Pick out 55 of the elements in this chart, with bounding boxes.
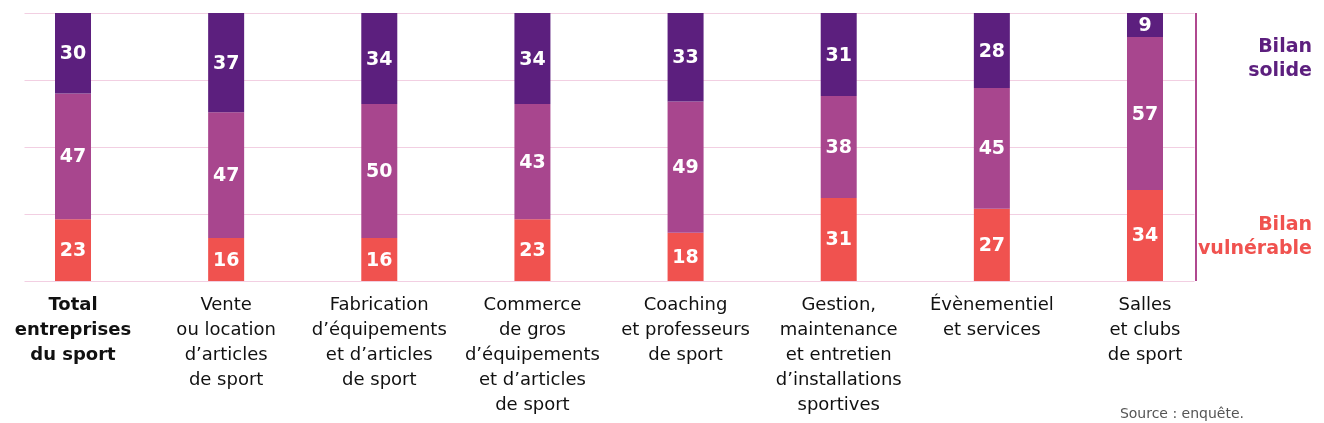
x-tick-label: Coaching et professeurs de sport (621, 292, 750, 364)
data-label: 38 (825, 135, 852, 157)
data-label: 37 (212, 50, 240, 73)
data-label: 57 (1131, 101, 1159, 124)
text: Bilan solide (1248, 33, 1312, 80)
bar (55, 13, 92, 94)
data-label: 18 (672, 244, 699, 267)
data-label: 31 (825, 42, 852, 65)
x-tick-label: Gestion, maintenance et entretien d’installations sportives (775, 292, 902, 414)
data-label: 34 (1131, 223, 1159, 246)
bar (820, 13, 857, 97)
bar (667, 101, 704, 233)
data-label: 50 (366, 159, 393, 182)
series-label: Bilan vulnérable (1197, 212, 1312, 259)
bar (973, 13, 1010, 89)
x-tick-label: Évènementiel et services (929, 292, 1054, 339)
x-tick-label: Commerce de gros d’équipements et d’articles de sport (464, 292, 600, 414)
data-label: 9 (1138, 13, 1152, 36)
bar (514, 219, 551, 281)
data-label: 23 (59, 238, 87, 261)
bar (973, 88, 1010, 209)
data-label: 34 (519, 46, 546, 69)
x-tick-label: Fabrication d’équipements et d’articles de sport (311, 292, 447, 389)
data-label: 23 (519, 238, 546, 261)
data-label: 47 (212, 163, 240, 186)
data-label: 16 (366, 247, 393, 270)
data-label: 43 (519, 149, 546, 172)
bar (55, 219, 92, 281)
data-label: 28 (978, 38, 1006, 61)
source-note: Source : enquête. (1119, 405, 1244, 421)
bar (820, 96, 857, 198)
bar (208, 13, 245, 113)
data-label: 34 (366, 46, 393, 69)
bar (1126, 189, 1163, 281)
bar (55, 93, 92, 220)
bar (361, 104, 398, 239)
x-tick-label: Vente ou location d’articles de sport (176, 292, 276, 389)
bar (514, 13, 551, 105)
data-label: 31 (825, 227, 852, 250)
data-label: 30 (59, 41, 87, 64)
bar (820, 197, 857, 281)
data-label: 16 (212, 247, 240, 270)
bar (1126, 37, 1163, 190)
x-tick-label: Total entreprises du sport (14, 292, 132, 364)
data-label: 49 (672, 155, 699, 178)
data-label: 45 (978, 136, 1006, 159)
data-label: 47 (59, 144, 87, 167)
bar (361, 13, 398, 105)
bar (973, 208, 1010, 281)
bar (208, 112, 245, 239)
bar (667, 13, 704, 102)
x-tick-label: Salles et clubs de sport (1107, 292, 1183, 364)
data-label: 33 (672, 45, 699, 68)
bar (514, 104, 551, 220)
data-label: 27 (978, 232, 1006, 255)
